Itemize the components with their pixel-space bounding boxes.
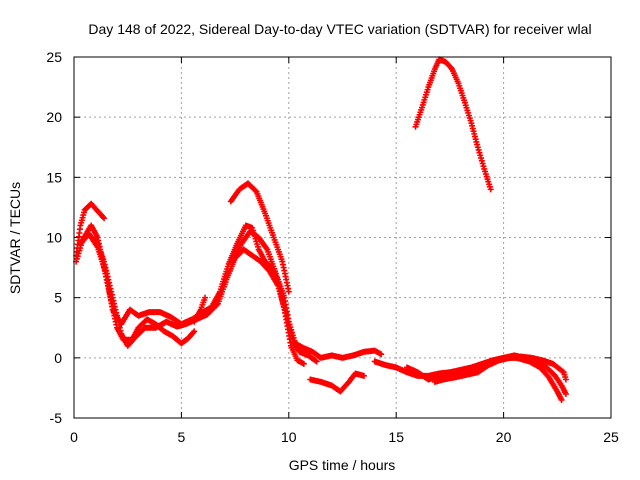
- data-point: [101, 215, 108, 222]
- data-point: [487, 186, 494, 193]
- data-point: [360, 372, 367, 379]
- data-point: [562, 390, 569, 397]
- data-point: [213, 301, 220, 308]
- x-tick-label: 25: [603, 429, 619, 445]
- y-tick-label: 25: [46, 49, 62, 65]
- y-tick-label: 0: [54, 350, 62, 366]
- chart-title: Day 148 of 2022, Sidereal Day-to-day VTE…: [88, 21, 591, 37]
- x-tick-label: 0: [70, 429, 78, 445]
- data-point: [300, 360, 307, 367]
- x-axis-label: GPS time / hours: [289, 457, 396, 473]
- series-trace-7: [191, 294, 209, 325]
- x-tick-label: 20: [496, 429, 512, 445]
- y-tick-label: 10: [46, 230, 62, 246]
- series-trace-12: [412, 56, 494, 193]
- axis-ticks: 0 5 10 15 20 25 -5 0 5 10 15 20 25: [46, 49, 619, 445]
- data-point: [285, 288, 292, 295]
- series-trace-8: [307, 370, 367, 395]
- data-point: [378, 351, 385, 358]
- data-point: [559, 368, 566, 375]
- data-point: [202, 294, 209, 301]
- series-trace-5: [227, 180, 292, 295]
- x-tick-label: 10: [281, 429, 297, 445]
- series-trace-11: [431, 353, 569, 385]
- x-tick-label: 5: [178, 429, 186, 445]
- data-series: [73, 56, 569, 403]
- y-tick-label: 5: [54, 290, 62, 306]
- y-axis-label: SDTVAR / TECUs: [7, 182, 23, 294]
- data-point: [313, 358, 320, 365]
- y-tick-label: -5: [50, 410, 63, 426]
- x-tick-label: 15: [388, 429, 404, 445]
- data-point: [191, 328, 198, 335]
- data-point: [252, 187, 259, 194]
- series-trace-6: [229, 228, 307, 367]
- data-point: [562, 376, 569, 383]
- data-point: [558, 396, 565, 403]
- y-tick-label: 20: [46, 109, 62, 125]
- y-tick-label: 15: [46, 169, 62, 185]
